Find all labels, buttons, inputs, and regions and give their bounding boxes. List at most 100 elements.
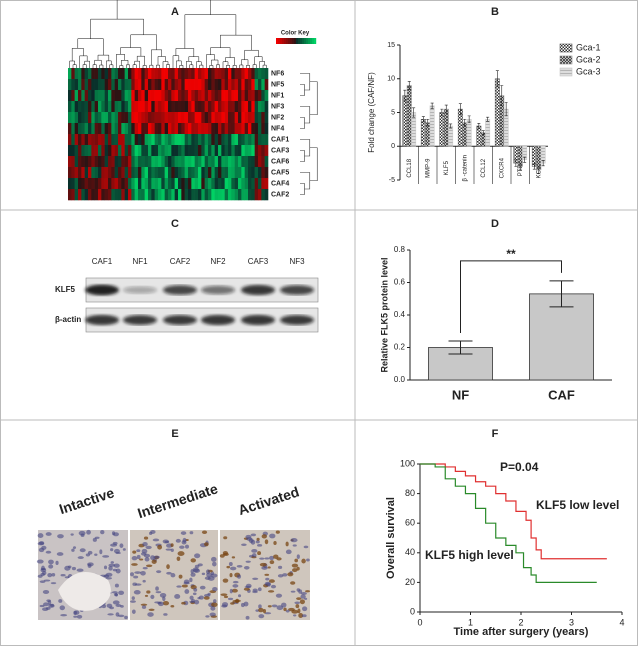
cell-nucleus [255, 540, 260, 544]
heatmap-cell [201, 79, 205, 91]
cell-nucleus [113, 563, 120, 568]
heatmap-cell [124, 189, 129, 201]
heatmap-cell [118, 112, 122, 124]
heatmap-cell [258, 178, 262, 190]
error-bar [477, 123, 481, 129]
heatmap-cell [194, 68, 199, 80]
heatmap-cell [264, 134, 269, 146]
cell-nucleus [277, 574, 284, 578]
heatmap-cell [244, 178, 249, 190]
heatmap-cell [181, 156, 185, 168]
heatmap-cell [254, 189, 259, 201]
cell-nucleus [131, 609, 136, 614]
heatmap-cell [221, 134, 225, 146]
heatmap-cell [131, 123, 135, 135]
heatmap-cell [118, 134, 122, 146]
heatmap-cell [204, 156, 209, 168]
heatmap-cell [241, 167, 245, 179]
cell-nucleus [159, 592, 167, 598]
cell-nucleus [285, 609, 290, 613]
panel-label: C [171, 218, 179, 230]
color-key-cell [282, 38, 285, 44]
heatmap-cell [254, 167, 259, 179]
cell-nucleus [203, 593, 211, 597]
heatmap-cell [194, 178, 199, 190]
cell-nucleus [130, 572, 135, 577]
heatmap-cell [171, 90, 175, 102]
heatmap-cell [68, 145, 72, 157]
cell-nucleus [243, 601, 249, 607]
heatmap-cell [224, 156, 229, 168]
heatmap-cell [138, 145, 142, 157]
heatmap-cell [154, 101, 159, 113]
heatmap-cell [141, 123, 145, 135]
cell-nucleus [229, 588, 233, 594]
heatmap-cell [198, 123, 202, 135]
heatmap-cell [208, 101, 212, 113]
cell-nucleus [270, 584, 277, 589]
color-key-cell [306, 38, 309, 44]
heatmap-cell [261, 189, 265, 201]
cell-nucleus [300, 592, 307, 595]
heatmap-cell [131, 79, 135, 91]
heatmap-cell [121, 68, 125, 80]
error-bar [421, 116, 425, 123]
heatmap-cell [234, 145, 239, 157]
heatmap-cell [238, 90, 242, 102]
heatmap-cell [218, 167, 222, 179]
heatmap-cell [201, 68, 205, 80]
heatmap-cell [264, 178, 269, 190]
protein-label: KLF5 [55, 285, 76, 294]
y-axis-label: Fold change (CAF/NF) [367, 72, 376, 153]
heatmap-cell [148, 156, 152, 168]
error-bar [463, 118, 467, 127]
heatmap-cell [251, 167, 255, 179]
heatmap-cell [84, 156, 89, 168]
protein-label: β-actin [55, 315, 81, 324]
heatmap-cell [201, 112, 205, 124]
heatmap-cell [261, 167, 265, 179]
heatmap-cell [161, 123, 165, 135]
heatmap-cell [244, 101, 249, 113]
heatmap-cell [134, 189, 139, 201]
error-bar [458, 103, 462, 115]
panel-label: A [171, 6, 179, 18]
heatmap-cell [244, 189, 249, 201]
cell-nucleus [251, 548, 258, 553]
y-tick-label: 0.0 [394, 375, 406, 384]
heatmap-cell [138, 156, 142, 168]
heatmap-cell [134, 156, 139, 168]
heatmap-cell [74, 178, 79, 190]
heatmap-cell [238, 167, 242, 179]
heatmap-cell [138, 79, 142, 91]
heatmap-cell [164, 123, 169, 135]
heatmap-cell [191, 68, 195, 80]
heatmap-cell [68, 68, 72, 80]
heatmap-cell [111, 189, 115, 201]
heatmap-cell [121, 101, 125, 113]
heatmap-cell [201, 156, 205, 168]
cell-nucleus [140, 571, 146, 576]
cell-nucleus [261, 566, 268, 570]
cell-nucleus [162, 596, 166, 602]
heatmap-cell [211, 123, 215, 135]
heatmap-cell [178, 101, 182, 113]
heatmap-cell [74, 79, 79, 91]
heatmap-cell [214, 178, 219, 190]
heatmap-cell [71, 189, 75, 201]
cell-nucleus [278, 565, 283, 569]
heatmap-cell [174, 178, 179, 190]
heatmap-cell [184, 156, 189, 168]
color-key-cell [288, 38, 291, 44]
heatmap-cell [108, 101, 112, 113]
heatmap-cell [104, 167, 109, 179]
cell-nucleus [293, 614, 297, 617]
heatmap-cell [221, 123, 225, 135]
heatmap-cell [91, 145, 95, 157]
heatmap-cell [181, 178, 185, 190]
cell-nucleus [110, 548, 114, 552]
heatmap-cell [174, 112, 179, 124]
heatmap-cell [128, 156, 132, 168]
heatmap-cell [118, 156, 122, 168]
heatmap-cell [218, 112, 222, 124]
